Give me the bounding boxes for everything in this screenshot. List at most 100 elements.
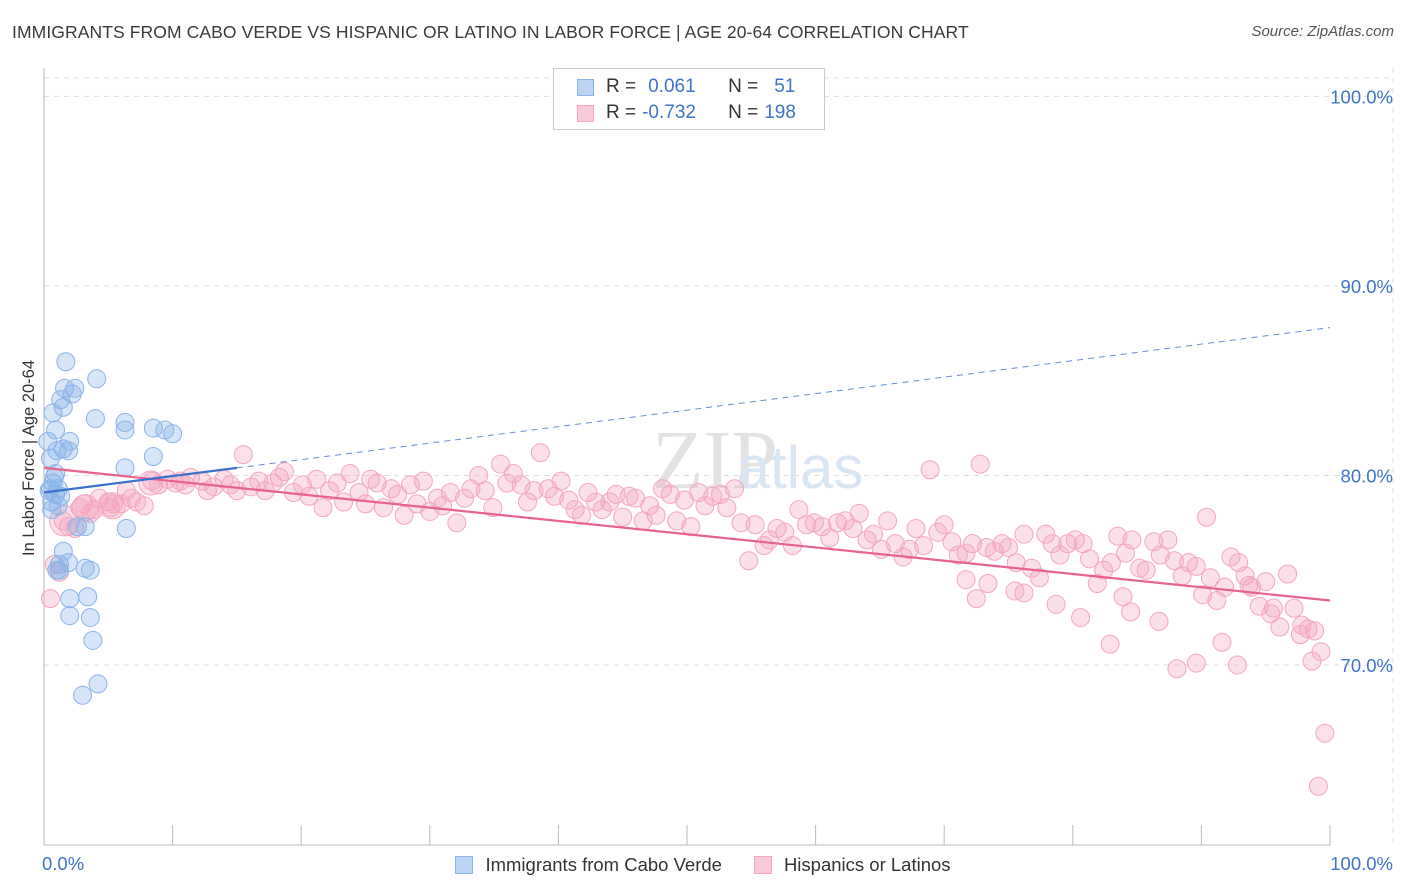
hispanic-point xyxy=(101,498,121,518)
n-label: N = xyxy=(728,102,759,123)
cabo-verde-point xyxy=(56,352,76,372)
hispanic-point xyxy=(966,589,986,609)
hispanic-point xyxy=(1305,621,1325,641)
hispanic-point xyxy=(878,511,898,531)
hispanic-point xyxy=(978,573,998,593)
hispanic-point xyxy=(447,513,467,533)
legend-item-cabo-verde: Immigrants from Cabo Verde xyxy=(455,854,722,876)
hispanic-point xyxy=(269,467,289,487)
hispanic-point xyxy=(899,539,919,559)
hispanic-point xyxy=(759,530,779,550)
hispanic-point xyxy=(586,492,606,512)
axes xyxy=(43,68,1331,846)
hispanic-point xyxy=(551,471,571,491)
hispanic-point xyxy=(518,492,538,512)
hispanic-point xyxy=(1278,564,1298,584)
hispanic-point xyxy=(914,536,934,556)
n-value: 51 xyxy=(774,76,796,97)
pink-swatch xyxy=(577,104,594,122)
hispanic-point xyxy=(394,505,414,525)
source-credit: Source: ZipAtlas.com xyxy=(1251,23,1394,40)
hispanic-trend-line xyxy=(43,466,1331,602)
hispanic-point xyxy=(1315,723,1335,743)
r-label: R = xyxy=(606,76,637,97)
hispanic-point xyxy=(1005,581,1025,601)
hispanic-point xyxy=(970,454,990,474)
blue-swatch xyxy=(455,856,474,874)
cabo-verde-point xyxy=(143,418,163,438)
hispanic-point xyxy=(863,524,883,544)
hispanic-point xyxy=(367,473,387,493)
hispanic-point xyxy=(401,475,421,495)
hispanic-point xyxy=(578,483,598,503)
hispanic-point xyxy=(1212,632,1232,652)
cabo-verde-point xyxy=(67,517,87,537)
cabo-verde-point xyxy=(47,560,67,580)
hispanic-point xyxy=(962,534,982,554)
legend-row-hispanic: R = -0.732 N = 198 xyxy=(554,100,796,126)
hispanic-point xyxy=(40,589,60,609)
hispanic-point xyxy=(524,481,544,501)
x-tick-label: 0.0% xyxy=(42,853,84,874)
hispanic-point xyxy=(511,475,531,495)
hispanic-point xyxy=(356,494,375,514)
hispanic-point xyxy=(483,498,503,518)
watermark-atlas: atlas xyxy=(737,434,864,501)
hispanic-point xyxy=(1046,594,1066,614)
hispanic-point xyxy=(455,488,475,508)
cabo-verde-point xyxy=(163,424,183,444)
cabo-verde-point xyxy=(60,589,80,609)
cabo-verde-point xyxy=(85,409,105,429)
trend-lines xyxy=(43,327,1331,602)
hispanic-point-large xyxy=(71,494,99,522)
chart-title: IMMIGRANTS FROM CABO VERDE VS HISPANIC O… xyxy=(12,22,969,42)
cabo-verde-point xyxy=(80,560,100,580)
r-value: 0.061 xyxy=(648,76,696,97)
hispanic-point-large xyxy=(98,492,126,520)
hispanic-point xyxy=(1298,619,1318,639)
cabo-verde-point xyxy=(115,420,135,440)
cabo-verde-point xyxy=(58,441,78,461)
hispanic-point xyxy=(1042,534,1062,554)
hispanic-point xyxy=(725,479,745,499)
hispanic-point xyxy=(1036,524,1056,544)
hispanic-point xyxy=(491,454,511,474)
hispanic-point xyxy=(103,494,123,514)
cabo-verde-point xyxy=(80,608,100,628)
cabo-verde-point xyxy=(46,420,66,440)
cabo-verde-trend-line xyxy=(43,466,238,494)
cabo-verde-point xyxy=(116,519,136,539)
pink-swatch xyxy=(753,856,772,874)
cabo-verde-point xyxy=(65,378,85,398)
hispanic-point xyxy=(1080,549,1100,569)
hispanic-point xyxy=(1227,655,1247,675)
hispanic-point xyxy=(559,490,579,510)
hispanic-point xyxy=(934,515,954,535)
hispanic-point xyxy=(1150,545,1170,565)
hispanic-point xyxy=(1197,507,1217,527)
hispanic-point xyxy=(1101,553,1121,573)
hispanic-point xyxy=(497,473,517,493)
cabo-verde-point xyxy=(75,517,95,537)
hispanic-point xyxy=(319,481,339,501)
x-tick-label: 100.0% xyxy=(1330,853,1393,874)
cabo-verde-point xyxy=(88,674,108,694)
hispanic-point xyxy=(797,515,817,535)
blue-swatch xyxy=(577,78,594,96)
correlation-legend: R = 0.061 N = 51 R = -0.732 N = 198 xyxy=(553,68,825,130)
hispanic-point-large xyxy=(138,470,164,496)
hispanic-point xyxy=(307,469,327,489)
legend-label: Hispanics or Latinos xyxy=(783,854,951,875)
hispanic-point xyxy=(1014,524,1034,544)
cabo-verde-point xyxy=(115,458,135,478)
hispanic-point xyxy=(1108,526,1128,546)
cabo-verde-point xyxy=(42,500,62,520)
hispanic-point xyxy=(142,471,162,491)
hispanic-point xyxy=(1158,530,1178,550)
hispanic-point xyxy=(619,486,639,506)
y-tick-label: 100.0% xyxy=(1330,86,1393,107)
hispanic-point xyxy=(703,486,723,506)
hispanic-point xyxy=(1186,653,1206,673)
hispanic-point xyxy=(1071,608,1091,628)
hispanic-point xyxy=(984,541,1004,561)
